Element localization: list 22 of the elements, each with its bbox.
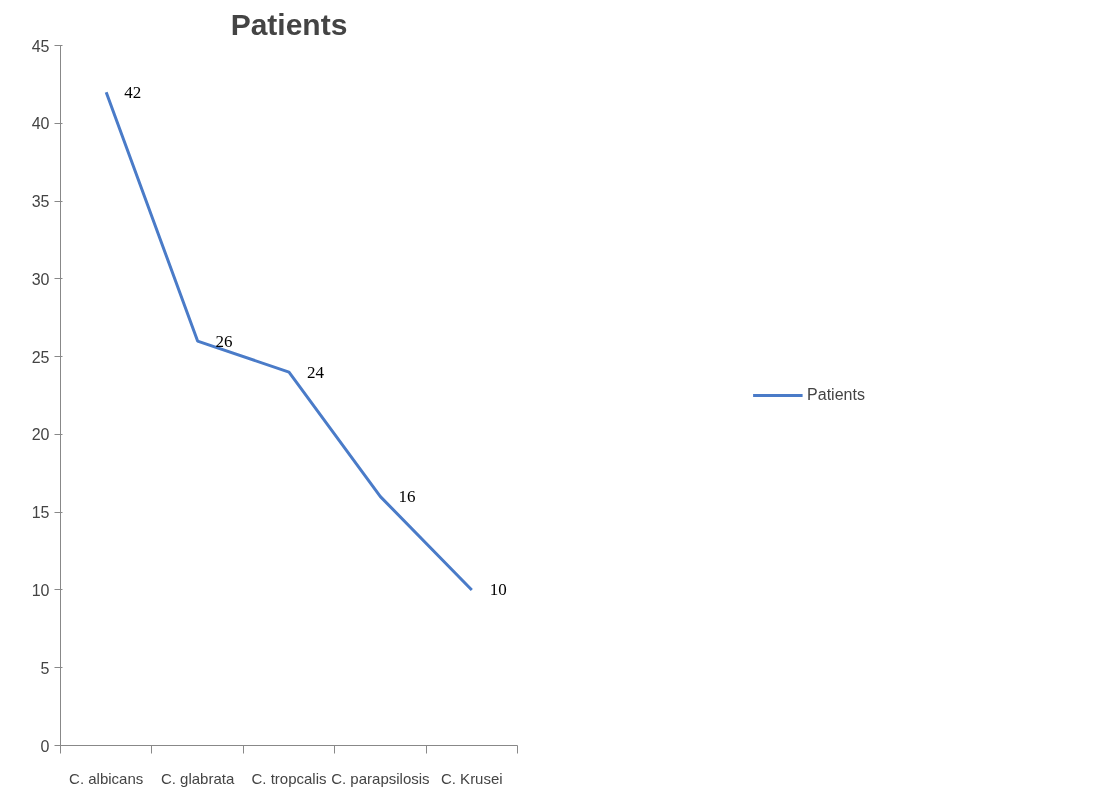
y-tick-label: 30 <box>31 270 50 288</box>
y-tick-label: 5 <box>40 659 50 677</box>
x-tick-label: C. Krusei <box>440 769 503 787</box>
data-label: 16 <box>398 487 416 507</box>
y-tick-label: 0 <box>40 737 50 755</box>
data-label: 26 <box>215 331 233 351</box>
y-tick-label: 40 <box>31 115 50 133</box>
data-label: 42 <box>124 82 142 102</box>
y-tick-label: 45 <box>31 37 50 55</box>
y-tick-label: 15 <box>31 504 50 522</box>
data-label: 10 <box>489 580 507 600</box>
chart-title: Patients <box>230 7 348 41</box>
x-tick-label: C. tropcalis <box>251 769 327 787</box>
x-tick-label: C. albicans <box>69 769 144 787</box>
x-tick-label: C. parapsilosis <box>331 769 430 787</box>
legend-label: Patients <box>807 386 865 404</box>
y-tick-label: 25 <box>31 348 50 366</box>
data-label: 24 <box>307 362 325 382</box>
y-tick-label: 20 <box>31 426 50 444</box>
x-tick-label: C. glabrata <box>160 769 235 787</box>
y-tick-label: 35 <box>31 193 50 211</box>
y-tick-label: 10 <box>31 581 50 599</box>
